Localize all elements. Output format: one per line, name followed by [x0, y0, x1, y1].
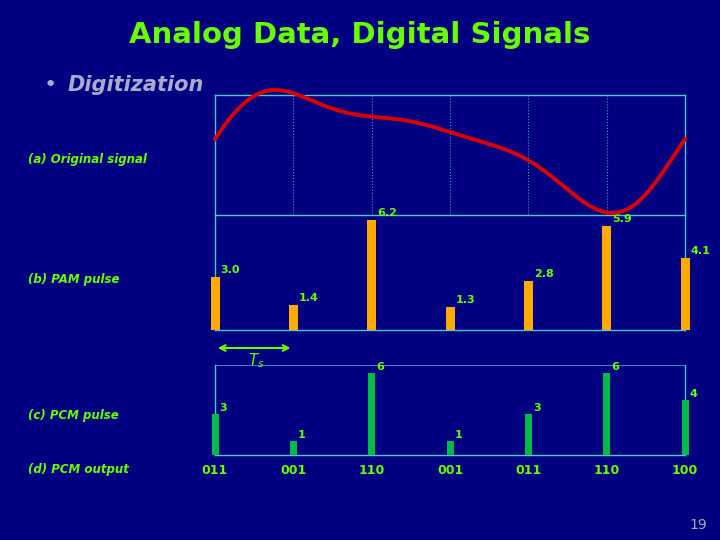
Text: 5.9: 5.9	[612, 214, 632, 224]
Text: 001: 001	[437, 463, 463, 476]
Bar	[446, 441, 454, 455]
Text: (a) Original signal: (a) Original signal	[28, 153, 147, 166]
Text: 3: 3	[533, 403, 541, 413]
Text: 6.2: 6.2	[377, 208, 397, 219]
Text: 1.4: 1.4	[299, 293, 319, 303]
Text: (b) PAM pulse: (b) PAM pulse	[28, 273, 120, 287]
Text: 011: 011	[516, 463, 541, 476]
Text: •: •	[43, 75, 57, 95]
Text: Digitization: Digitization	[68, 75, 204, 95]
Text: $T_s$: $T_s$	[248, 351, 264, 370]
Text: 100: 100	[672, 463, 698, 476]
Text: 2.8: 2.8	[534, 268, 554, 279]
Text: 1.3: 1.3	[456, 295, 475, 305]
Text: 4: 4	[690, 389, 698, 400]
Text: 1: 1	[298, 430, 305, 440]
Bar	[602, 226, 611, 330]
Text: 110: 110	[359, 463, 384, 476]
Bar	[680, 258, 690, 330]
Bar	[525, 414, 532, 455]
Text: (d) PCM output: (d) PCM output	[28, 463, 129, 476]
Bar	[682, 401, 688, 455]
Bar	[210, 277, 220, 330]
Text: 4.1: 4.1	[690, 246, 711, 255]
Bar	[368, 373, 375, 455]
Bar	[446, 307, 454, 330]
Text: 3: 3	[220, 403, 227, 413]
Text: 6: 6	[611, 362, 619, 372]
Text: 19: 19	[689, 518, 707, 532]
Text: 001: 001	[280, 463, 307, 476]
Bar	[212, 414, 218, 455]
Text: 6: 6	[376, 362, 384, 372]
Bar	[289, 305, 298, 330]
Bar	[524, 281, 533, 330]
Text: (c) PCM pulse: (c) PCM pulse	[28, 408, 119, 422]
Bar	[367, 220, 376, 330]
Text: 3.0: 3.0	[220, 265, 240, 275]
Bar	[603, 373, 610, 455]
Text: 1: 1	[454, 430, 462, 440]
Text: 011: 011	[202, 463, 228, 476]
Text: 110: 110	[593, 463, 620, 476]
Text: Analog Data, Digital Signals: Analog Data, Digital Signals	[130, 21, 590, 49]
Bar	[290, 441, 297, 455]
